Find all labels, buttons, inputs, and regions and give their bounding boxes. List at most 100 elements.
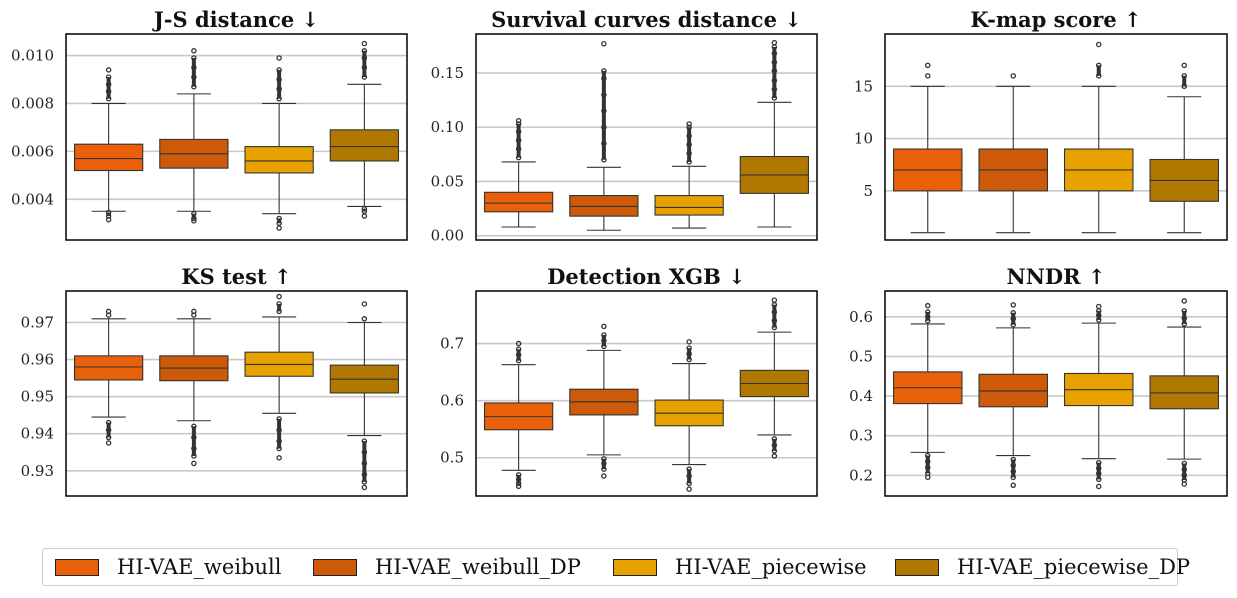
outlier-point xyxy=(1181,298,1188,304)
subplot-title: J-S distance ↓ xyxy=(152,7,319,32)
outlier-point xyxy=(686,339,692,345)
outlier-point xyxy=(276,225,282,231)
box-hi-vae-weibull-dp xyxy=(569,323,639,479)
outlier-point xyxy=(515,483,522,490)
box-hi-vae-weibull xyxy=(73,67,144,223)
outlier-point xyxy=(1096,303,1102,310)
outlier-point xyxy=(771,39,778,46)
outlier-point xyxy=(361,40,368,47)
y-tick-label: 15 xyxy=(854,77,873,95)
legend-swatch-weibull-dp xyxy=(313,558,357,576)
y-tick-label: 0.97 xyxy=(21,314,54,332)
axes-frame xyxy=(884,290,1228,497)
legend-item-hi-vae-weibull: HI-VAE_weibull xyxy=(55,555,282,579)
box-hi-vae-piecewise xyxy=(654,121,724,229)
subplot-1: 0.004 0.006 0.008 0.010 J-S distance ↓ xyxy=(11,7,408,241)
box-hi-vae-piecewise-dp xyxy=(739,297,810,459)
box-hi-vae-weibull xyxy=(892,62,963,234)
legend-item-hi-vae-piecewise: HI-VAE_piecewise xyxy=(613,555,867,579)
y-tick-label: 0.95 xyxy=(21,388,54,406)
legend-swatch-piecewise-dp xyxy=(895,558,939,576)
subplot-title: K-map score ↑ xyxy=(970,7,1141,32)
legend-swatch-piecewise xyxy=(613,558,657,576)
subplot-title: NNDR ↑ xyxy=(1007,264,1106,289)
subplot-title: KS test ↑ xyxy=(181,264,291,289)
y-tick-label: 0.10 xyxy=(431,118,464,136)
subplot-title: Detection XGB ↓ xyxy=(547,264,746,289)
iqr-box xyxy=(329,129,400,162)
box-hi-vae-piecewise xyxy=(1064,41,1134,234)
outlier-point xyxy=(601,41,607,47)
outlier-point xyxy=(1181,481,1188,487)
outlier-point xyxy=(1096,483,1102,490)
box-hi-vae-piecewise-dp xyxy=(1149,62,1220,234)
outlier-point xyxy=(276,55,282,61)
box-hi-vae-weibull-dp xyxy=(159,48,229,224)
box-hi-vae-piecewise xyxy=(244,55,314,231)
outlier-point xyxy=(361,484,368,491)
subplot-title: Survival curves distance ↓ xyxy=(491,7,802,32)
y-tick-label: 0.7 xyxy=(440,335,464,353)
axes-frame xyxy=(65,290,408,497)
box-hi-vae-weibull xyxy=(892,302,963,481)
y-tick-label: 0.010 xyxy=(11,47,54,65)
axes-frame xyxy=(65,33,408,241)
outlier-point xyxy=(191,48,197,54)
outlier-point xyxy=(105,67,112,73)
legend-swatch-weibull xyxy=(55,558,99,576)
y-tick-label: 0.6 xyxy=(440,392,464,410)
iqr-box xyxy=(483,191,554,213)
outlier-point xyxy=(105,216,112,223)
outlier-point xyxy=(105,440,112,446)
outlier-point xyxy=(771,453,778,459)
subplot-4: 0.93 0.94 0.95 0.96 0.97 KS test ↑ xyxy=(21,264,408,497)
box-hi-vae-piecewise xyxy=(244,293,314,461)
box-hi-vae-weibull xyxy=(483,340,554,490)
legend-label: HI-VAE_piecewise_DP xyxy=(957,555,1191,579)
outlier-point xyxy=(276,293,282,300)
y-tick-label: 0.6 xyxy=(849,308,873,326)
outlier-point xyxy=(361,301,368,307)
outlier-point xyxy=(601,323,607,330)
y-tick-label: 0.3 xyxy=(849,427,873,445)
legend-item-hi-vae-piecewise-dp: HI-VAE_piecewise_DP xyxy=(895,555,1191,579)
outlier-point xyxy=(771,297,778,303)
iqr-box xyxy=(1149,375,1220,410)
outlier-point xyxy=(191,460,197,467)
legend-label: HI-VAE_weibull_DP xyxy=(375,555,581,579)
box-hi-vae-piecewise xyxy=(654,339,724,492)
outlier-point xyxy=(1096,41,1102,48)
y-tick-label: 0.5 xyxy=(849,347,873,365)
iqr-box xyxy=(244,146,314,174)
y-tick-label: 0.008 xyxy=(11,94,54,112)
box-hi-vae-piecewise-dp xyxy=(739,39,810,228)
y-tick-label: 0.00 xyxy=(431,227,464,245)
y-tick-label: 0.15 xyxy=(431,64,464,82)
axes-frame xyxy=(475,290,818,497)
outlier-point xyxy=(925,73,931,79)
outlier-point xyxy=(686,486,692,492)
outlier-point xyxy=(515,117,522,124)
iqr-box xyxy=(654,194,724,216)
box-hi-vae-weibull-dp xyxy=(978,73,1048,234)
y-tick-label: 0.93 xyxy=(21,462,54,480)
subplot-5: 0.5 0.6 0.7 Detection XGB ↓ xyxy=(440,264,818,497)
outlier-point xyxy=(601,473,607,479)
outlier-point xyxy=(925,62,931,69)
legend-label: HI-VAE_piecewise xyxy=(675,555,867,579)
y-tick-label: 5 xyxy=(863,182,873,200)
box-hi-vae-weibull-dp xyxy=(569,41,639,231)
subplot-2: 0.00 0.05 0.10 0.15 Survival curves distance… xyxy=(431,7,818,245)
y-tick-label: 0.5 xyxy=(440,449,464,467)
legend-label: HI-VAE_weibull xyxy=(117,555,282,579)
box-hi-vae-piecewise-dp xyxy=(329,301,400,491)
y-tick-label: 0.004 xyxy=(11,190,54,208)
outlier-point xyxy=(1010,302,1017,308)
outlier-point xyxy=(1181,62,1188,69)
outlier-point xyxy=(191,218,197,224)
subplot-6: 0.2 0.3 0.4 0.5 0.6 NNDR ↑ xyxy=(849,264,1228,497)
y-tick-label: 0.006 xyxy=(11,142,54,160)
y-tick-label: 10 xyxy=(854,130,873,148)
legend-item-hi-vae-weibull-dp: HI-VAE_weibull_DP xyxy=(313,555,581,579)
